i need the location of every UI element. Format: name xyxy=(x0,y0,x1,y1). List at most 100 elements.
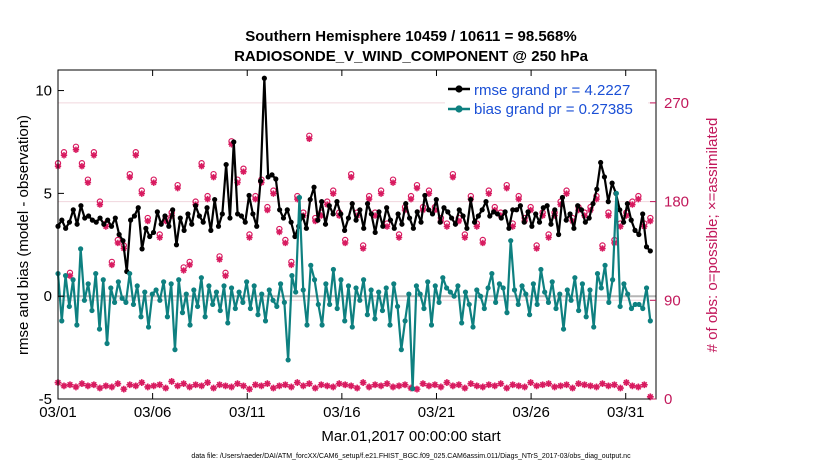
obs-assimilated-marker xyxy=(228,141,235,148)
bias-point xyxy=(643,285,650,291)
rmse-point xyxy=(330,211,336,217)
obs-assimilated-marker xyxy=(78,380,86,388)
x-tick-label: 03/26 xyxy=(512,404,550,421)
obs-assimilated-marker xyxy=(204,379,211,386)
rmse-point xyxy=(647,248,653,254)
obs-assimilated-marker xyxy=(311,384,319,392)
rmse-point xyxy=(254,223,260,229)
rmse-point xyxy=(422,192,428,199)
bias-point xyxy=(345,283,352,289)
obs-assimilated-marker xyxy=(72,146,80,153)
obs-assimilated-marker xyxy=(587,382,594,390)
obs-assimilated-marker xyxy=(431,206,439,214)
obs-assimilated-marker xyxy=(431,381,439,389)
obs-assimilated-marker xyxy=(66,272,74,280)
bias-point xyxy=(342,318,348,324)
obs-assimilated-marker xyxy=(563,190,570,197)
bias-point xyxy=(221,283,227,289)
bias-point xyxy=(274,303,280,310)
obs-assimilated-marker xyxy=(276,228,283,236)
y2-axis-ticks: 0 90 180 270 xyxy=(650,95,689,408)
obs-assimilated-marker xyxy=(216,256,223,263)
rmse-point xyxy=(544,203,550,209)
bias-point xyxy=(149,291,155,297)
rmse-point xyxy=(364,201,371,207)
rmse-point xyxy=(399,221,405,227)
rmse-point xyxy=(502,209,508,215)
rmse-point xyxy=(307,196,313,203)
bias-point xyxy=(549,279,555,285)
rmse-point xyxy=(85,213,92,219)
rmse-point xyxy=(131,213,138,219)
bias-point xyxy=(330,266,337,273)
bias-point xyxy=(202,314,208,320)
rmse-point xyxy=(368,211,374,217)
y-tick-label: 5 xyxy=(44,185,52,202)
rmse-point xyxy=(414,209,420,215)
obs-count-markers xyxy=(54,132,654,401)
obs-assimilated-marker xyxy=(90,152,98,159)
legend-bias-marker xyxy=(455,105,463,113)
obs-assimilated-marker xyxy=(539,212,546,219)
rmse-point xyxy=(231,139,237,145)
obs-assimilated-marker xyxy=(138,190,145,197)
obs-assimilated-marker xyxy=(246,385,253,393)
obs-assimilated-marker xyxy=(359,245,367,252)
y-tick-label: 10 xyxy=(35,83,52,100)
rmse-point xyxy=(491,209,497,215)
obs-assimilated-marker xyxy=(623,212,630,219)
bias-point xyxy=(496,281,503,287)
bias-point xyxy=(191,287,197,293)
bias-point xyxy=(443,285,450,291)
bias-point xyxy=(594,270,601,277)
rmse-point xyxy=(487,213,493,219)
bias-point xyxy=(481,305,487,312)
rmse-point xyxy=(101,221,107,227)
rmse-point xyxy=(315,217,321,223)
rmse-point xyxy=(426,207,432,213)
obs-assimilated-marker xyxy=(503,184,510,192)
rmse-point xyxy=(605,199,611,205)
y-axis-label: rmse and bias (model - observation) xyxy=(15,115,32,355)
obs-assimilated-marker xyxy=(180,380,188,388)
obs-assimilated-marker xyxy=(491,382,499,390)
obs-assimilated-marker xyxy=(329,383,337,391)
obs-assimilated-marker xyxy=(497,380,505,388)
rmse-point xyxy=(624,201,630,207)
obs-assimilated-marker xyxy=(240,168,247,175)
obs-assimilated-marker xyxy=(222,382,229,390)
bias-point xyxy=(183,291,189,297)
rmse-point xyxy=(63,225,69,231)
rmse-point xyxy=(601,174,608,180)
bias-point xyxy=(96,326,103,332)
rmse-point xyxy=(483,199,489,205)
obs-assimilated-marker xyxy=(461,234,469,241)
bias-point xyxy=(247,305,254,312)
obs-assimilated-marker xyxy=(640,381,648,389)
obs-assimilated-marker xyxy=(150,382,158,390)
obs-assimilated-marker xyxy=(120,385,128,393)
bias-point xyxy=(277,281,284,287)
bias-point xyxy=(111,299,118,305)
bias-point xyxy=(304,322,310,328)
rmse-point xyxy=(640,211,646,217)
bias-point xyxy=(455,283,461,289)
bias-point xyxy=(164,314,171,320)
rmse-point xyxy=(372,229,378,236)
obs-assimilated-marker xyxy=(198,382,205,390)
bias-point xyxy=(462,289,469,295)
bias-point xyxy=(417,291,423,297)
obs-assimilated-marker xyxy=(377,190,385,197)
bias-point xyxy=(432,283,438,289)
obs-assimilated-marker xyxy=(395,234,403,241)
obs-assimilated-marker xyxy=(132,382,140,390)
bias-point xyxy=(134,283,140,289)
rmse-point xyxy=(250,211,256,217)
rmse-point xyxy=(170,207,176,213)
bias-point xyxy=(66,303,72,310)
rmse-point xyxy=(620,219,627,225)
obs-assimilated-marker xyxy=(341,381,349,389)
obs-assimilated-marker xyxy=(359,379,367,386)
bias-point xyxy=(583,314,589,320)
bias-point xyxy=(364,312,370,318)
